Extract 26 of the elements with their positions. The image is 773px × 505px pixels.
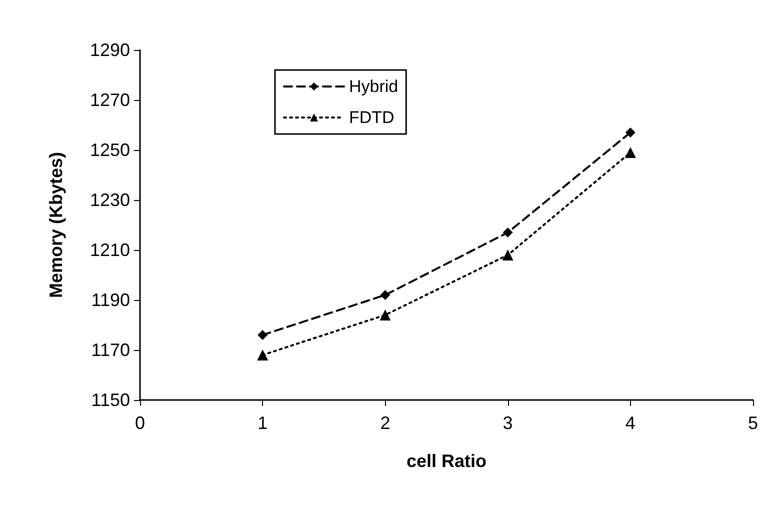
y-tick-label: 1210: [90, 240, 130, 260]
y-axis-title: Memory (Kbytes): [46, 152, 66, 298]
point: [257, 350, 268, 360]
y-tick-label: 1250: [90, 140, 130, 160]
x-tick-label: 3: [502, 413, 513, 433]
point: [624, 147, 636, 158]
point: [258, 330, 268, 340]
x-axis-title: cell Ratio: [406, 451, 487, 471]
point: [502, 228, 513, 238]
y-tick-label: 1170: [91, 340, 130, 360]
legend-label: Hybrid: [349, 77, 398, 96]
x-tick-label: 4: [625, 413, 636, 433]
y-tick-label: 1230: [90, 190, 130, 210]
x-tick-label: 2: [380, 413, 390, 433]
y-tick-label: 1190: [91, 290, 130, 310]
point: [502, 250, 514, 260]
y-tick-label: 1150: [91, 390, 130, 410]
point: [380, 310, 391, 320]
y-tick-label: 1270: [90, 90, 130, 110]
x-tick-label: 1: [258, 413, 268, 433]
y-tick-label: 1290: [90, 40, 130, 60]
x-tick-label: 5: [748, 413, 758, 433]
point: [625, 128, 636, 138]
point: [380, 290, 390, 300]
x-tick-label: 0: [134, 413, 146, 433]
legend-label: FDTD: [349, 108, 394, 127]
